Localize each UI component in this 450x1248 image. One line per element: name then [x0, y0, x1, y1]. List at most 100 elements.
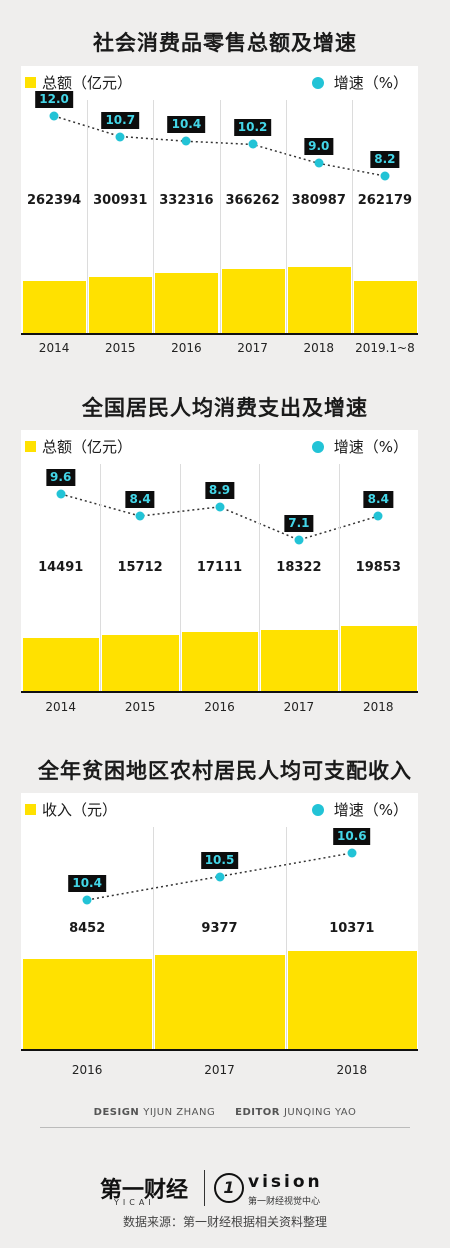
rate-point-2014 [56, 489, 66, 499]
rate-label-2016: 10.4 [68, 875, 106, 892]
x-tick-2017: 2017 [283, 700, 315, 714]
bar-value-2015: 300931 [93, 193, 148, 208]
rate-point-2018 [347, 848, 357, 858]
bar-value-2017: 9377 [201, 921, 238, 936]
design-label: DESIGN [93, 1107, 140, 1118]
yicai-logo-sub: YICAI [114, 1198, 155, 1207]
gridline [338, 464, 340, 691]
x-tick-2019.1~8: 2019.1~8 [355, 341, 415, 355]
editor-label: EDITOR [235, 1107, 280, 1118]
x-tick-2015: 2015 [124, 700, 156, 714]
footer-divider [40, 1127, 410, 1128]
x-tick-2018: 2018 [303, 341, 335, 355]
bar-value-2017: 366262 [225, 193, 280, 208]
rate-label-2018: 8.4 [363, 491, 393, 509]
chart1-legend: 总额（亿元） 增速（%） [25, 72, 408, 94]
bar-2019.1~8 [353, 281, 417, 333]
gridline [100, 464, 102, 691]
bar-value-2017: 18322 [276, 560, 322, 575]
chart1-panel: 总额（亿元） 增速（%） 262394 12.0 300931 10.7 332316 1… [21, 66, 418, 335]
bar-2016 [155, 272, 219, 333]
yicai-logo: 第一财经 [100, 1178, 189, 1203]
bar-legend-swatch [25, 77, 36, 88]
vision-logo: vision [248, 1172, 323, 1192]
bar-2014 [23, 281, 87, 333]
bar-value-2014: 262394 [26, 193, 82, 208]
chart1-bar-legend: 总额（亿元） [42, 74, 133, 92]
rate-legend-dot [311, 440, 324, 453]
bar-2018 [287, 951, 417, 1049]
x-tick-2016: 2016 [71, 1063, 103, 1077]
rate-legend-dot [311, 803, 324, 816]
gridline [285, 100, 287, 333]
bar-value-2016: 332316 [159, 193, 214, 208]
bar-value-2019.1~8: 262179 [357, 193, 413, 208]
chart3-title: 全年贫困地区农村居民人均可支配收入 [38, 759, 412, 783]
x-tick-2016: 2016 [204, 700, 235, 714]
x-tick-2018: 2018 [336, 1063, 368, 1077]
rate-legend-dot [311, 76, 324, 89]
vision-logo-sub: 第一财经视觉中心 [248, 1197, 321, 1207]
x-tick-2015: 2015 [104, 341, 136, 355]
bar-2018 [340, 626, 417, 691]
rate-point-2017 [215, 872, 224, 881]
bar-value-2014: 14491 [38, 560, 84, 575]
bar-legend-swatch [25, 804, 36, 815]
rate-point-2016 [82, 895, 92, 905]
logo-separator [204, 1170, 205, 1206]
chart2-legend: 总额（亿元） 增速（%） [25, 436, 408, 458]
rate-label-2018: 9.0 [304, 138, 334, 156]
bar-2017 [155, 954, 285, 1049]
chart2-line-legend: 增速（%） [333, 438, 408, 456]
rate-point-2015 [135, 511, 145, 521]
chart3-panel: 收入（元） 增速（%） 8452 10.4 9377 10.5 10371 10.6 [21, 793, 418, 1051]
x-tick-2016: 2016 [171, 341, 202, 355]
rate-line-path [53, 115, 386, 177]
rate-label-2018: 10.6 [333, 828, 371, 845]
gridline [351, 100, 353, 333]
x-tick-2017: 2017 [237, 341, 268, 355]
rate-point-2016 [215, 502, 224, 512]
bar-2015 [89, 276, 153, 333]
rate-point-2016 [181, 136, 191, 146]
rate-label-2016: 10.4 [167, 116, 206, 134]
bar-2017 [221, 268, 285, 333]
bar-legend-swatch [25, 441, 36, 452]
chart2-title: 全国居民人均消费支出及增速 [82, 396, 368, 420]
chart2-bar-legend: 总额（亿元） [42, 438, 133, 456]
bar-2017 [261, 629, 338, 691]
gridline [179, 464, 181, 691]
rate-label-2016: 8.9 [204, 481, 235, 499]
gridline [153, 100, 155, 333]
rate-line-path [60, 493, 379, 541]
bar-2018 [287, 267, 351, 333]
bar-2014 [23, 637, 100, 691]
bar-value-2018: 10371 [329, 921, 375, 936]
rate-line-1 [53, 115, 386, 177]
gridline [153, 827, 155, 1049]
rate-point-2017 [294, 535, 304, 545]
gridline [259, 464, 261, 691]
vision-logo-mark: 1 [214, 1173, 244, 1203]
x-tick-2014: 2014 [38, 341, 70, 355]
rate-point-2017 [248, 139, 258, 149]
chart2-panel: 总额（亿元） 增速（%） 14491 9.6 15712 8.4 17111 8.9 183… [21, 430, 418, 693]
rate-point-2019.1~8 [380, 171, 390, 181]
rate-label-2014: 12.0 [35, 91, 73, 108]
chart3-line-legend: 增速（%） [333, 801, 408, 819]
rate-point-2015 [115, 132, 125, 142]
rate-label-2017: 10.2 [233, 119, 272, 137]
chart3-legend: 收入（元） 增速（%） [25, 799, 408, 821]
bar-value-2015: 15712 [117, 560, 163, 575]
gridline [87, 100, 89, 333]
bar-value-2018: 380987 [291, 193, 346, 208]
design-name: YIJUN ZHANG [143, 1107, 216, 1118]
rate-label-2015: 10.7 [101, 111, 140, 129]
rate-label-2014: 9.6 [46, 469, 76, 486]
editor-name: JUNQING YAO [283, 1107, 357, 1118]
rate-point-2014 [49, 111, 59, 121]
chart3-bar-legend: 收入（元） [42, 801, 118, 819]
chart1-title: 社会消费品零售总额及增速 [93, 31, 357, 55]
gridline [219, 100, 221, 333]
rate-label-2019.1~8: 8.2 [370, 151, 400, 168]
